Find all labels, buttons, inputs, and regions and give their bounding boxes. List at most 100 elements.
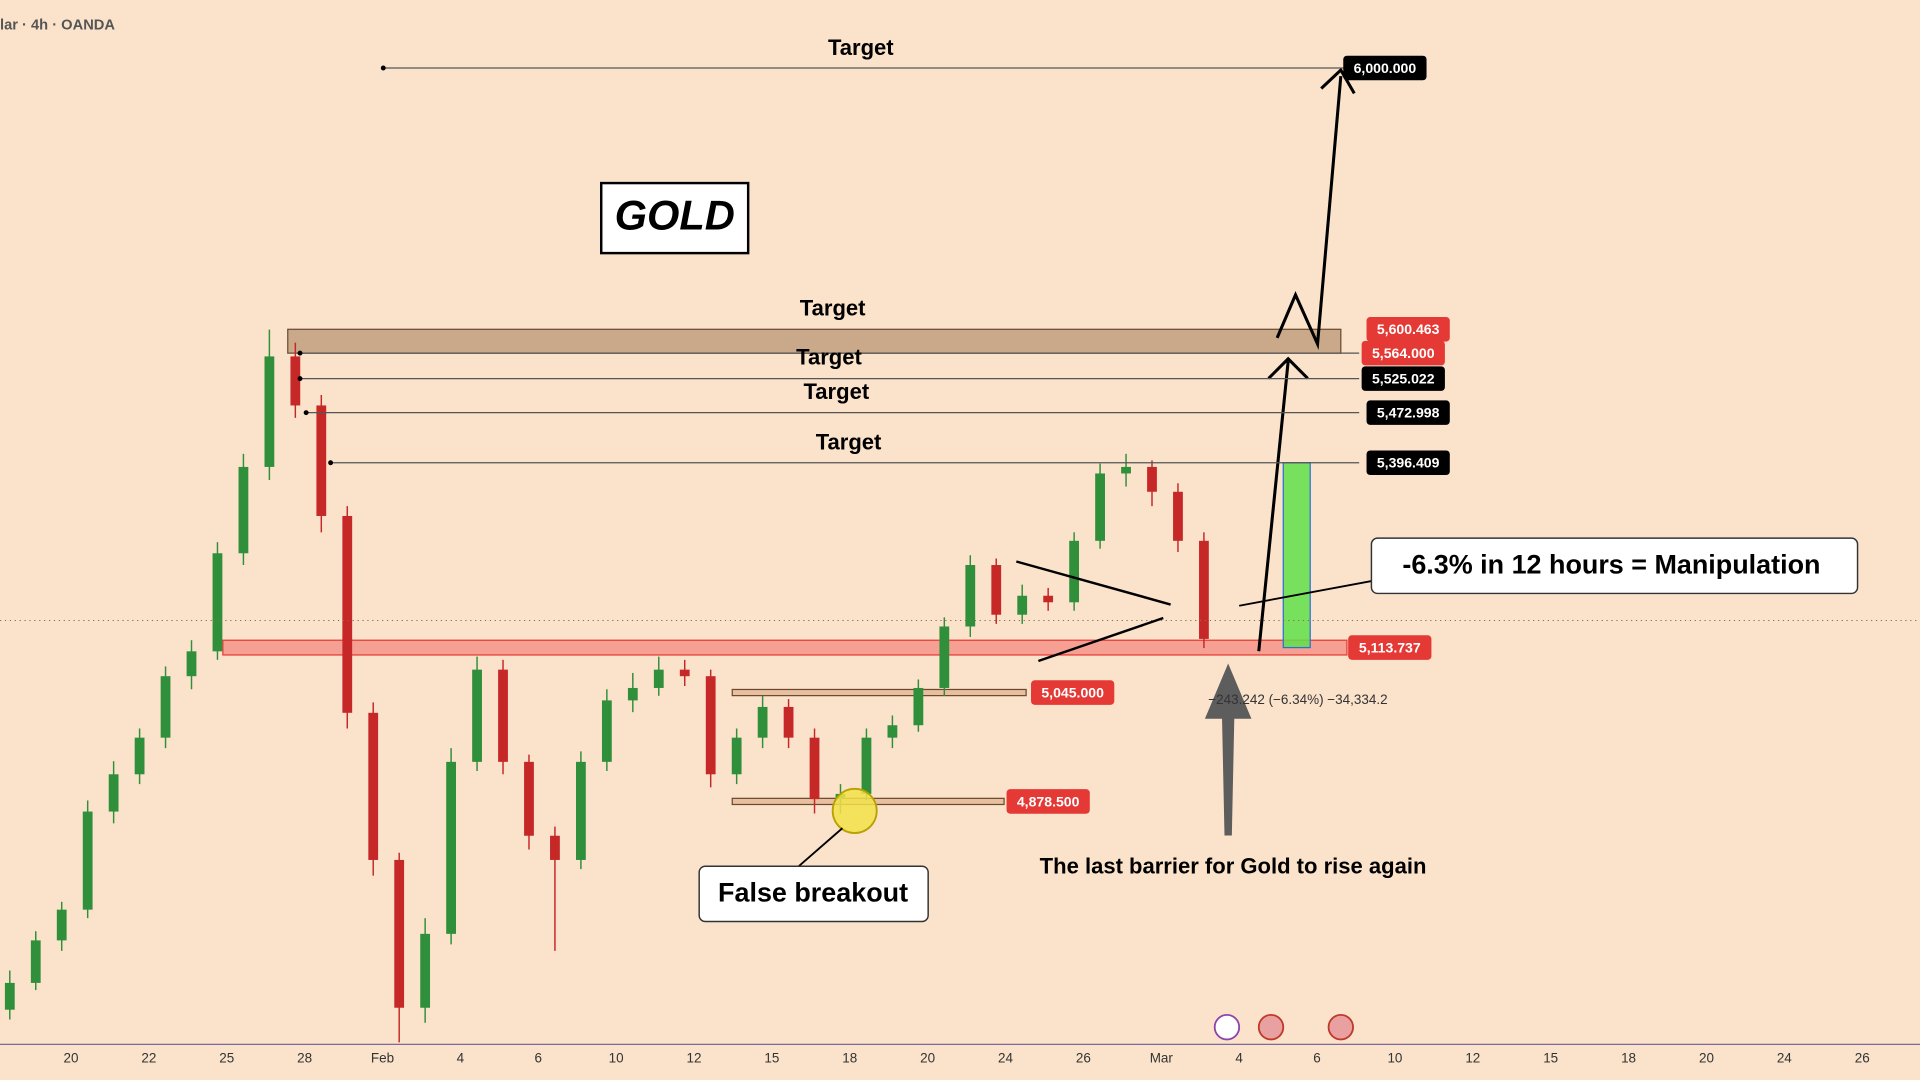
event-icon[interactable] [1213,1013,1241,1041]
x-tick-label: 20 [1699,1051,1714,1066]
x-tick-label: 12 [687,1051,702,1066]
candle-body [1199,540,1209,639]
candles [4,329,1209,1043]
x-tick-label: 20 [920,1051,935,1066]
x-tick-label: 12 [1465,1051,1480,1066]
target-label: Target [816,429,882,454]
candle-body [394,859,405,1008]
x-tick-label: 10 [1387,1051,1402,1066]
x-tick-label: 18 [842,1051,857,1066]
x-tick-label: Mar [1150,1051,1174,1066]
candle-body [342,515,353,713]
price-tag-label: 5,113.737 [1359,640,1421,656]
candle-body [186,651,197,677]
x-tick-label: 25 [219,1051,234,1066]
zones [222,328,1348,806]
candle-body [160,676,171,738]
price-tag-label: 5,045.000 [1041,684,1104,700]
x-tick-label: 24 [998,1051,1013,1066]
candle-body [601,700,612,762]
anchor-dot [297,350,303,356]
candle-body [679,669,690,677]
price-tag [1348,635,1432,660]
price-tag-label: 5,600.463 [1377,321,1440,337]
price-tag-label: 5,525.022 [1372,371,1435,387]
candle-body [861,737,872,794]
arrow-head [1267,356,1309,380]
candle-body [108,774,119,812]
candle-body [30,940,41,983]
candle-body [783,706,794,738]
candle-body [887,725,898,738]
callout-box [698,865,929,923]
target-label: Target [796,345,862,370]
anchor-dot [328,460,334,466]
candle-body [1043,595,1054,603]
x-tick-label: 22 [141,1051,156,1066]
candle-body [4,982,15,1010]
candle-body [212,553,223,652]
x-tick-label: 6 [1313,1051,1320,1066]
candle-body [1121,466,1131,474]
price-tag-label: 4,878.500 [1017,793,1080,809]
candle-body [965,565,976,627]
anchor-dot [297,376,303,382]
x-tick-label: Feb [371,1051,394,1066]
candle-body [627,687,638,701]
minor-zone [731,688,1027,697]
price-tag [1366,450,1450,476]
event-icon[interactable] [1257,1013,1285,1041]
projection-line [1257,361,1290,652]
chart-title: GOLD [615,192,735,239]
candle-body [56,909,67,941]
x-tick-label: 6 [535,1051,542,1066]
candle-body [1147,466,1157,492]
candle-body [809,737,820,800]
candle-body [939,626,950,688]
price-tag [1366,400,1450,425]
triangle-lower [1037,616,1164,663]
target-label: Target [803,379,869,404]
candle-body [576,761,586,860]
candle-body [134,737,145,775]
annotations: GOLD -6.3% in 12 hours = Manipulation Fa… [0,18,1920,1066]
x-tick-label: 4 [457,1051,465,1066]
x-tick-label: 20 [64,1051,79,1066]
symbol-header: lar · 4h · OANDA [0,18,115,34]
price-tag-label: 5,564.000 [1372,345,1435,361]
candle-body [420,933,431,1008]
highlight-circle [831,787,878,834]
triangle-upper [1015,560,1171,606]
x-tick-label: 18 [1621,1051,1636,1066]
candle-body [82,811,93,910]
x-tick-label: 10 [609,1051,624,1066]
candle-body [550,835,560,860]
x-tick-label: 4 [1235,1051,1243,1066]
anchor-dot [303,410,309,416]
event-icon[interactable] [1327,1013,1354,1041]
price-tag [1361,366,1445,391]
price-tag [1361,340,1445,366]
x-tick-label: 26 [1076,1051,1091,1066]
x-tick-label: 15 [1543,1051,1558,1066]
candle-body [446,761,456,934]
candle-body [1095,473,1105,541]
move-range [1282,462,1311,649]
candle-body [991,565,1002,615]
candle-body [264,356,275,467]
candle-body [290,356,301,406]
candle-body [472,669,482,762]
candle-body [1173,491,1183,541]
x-tick-label: 26 [1855,1051,1870,1066]
candle-body [757,706,768,738]
support-zone [222,639,1348,656]
candle-body [368,712,379,860]
candle-body [913,687,924,726]
x-tick-label: 15 [764,1051,779,1066]
target-label: Target [800,295,866,320]
candle-body [653,669,664,688]
target-label: Target [828,35,894,60]
price-tag-label: 5,396.409 [1377,455,1440,471]
candle-body [1017,595,1028,615]
